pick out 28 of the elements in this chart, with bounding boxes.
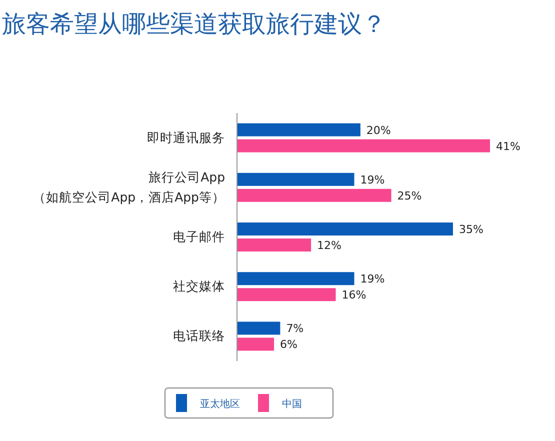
bar	[237, 338, 274, 351]
bar	[237, 139, 490, 152]
data-label: 35%	[458, 223, 484, 236]
y-tick-label: 电话联络	[173, 328, 225, 344]
legend-label: 亚太地区	[200, 398, 240, 410]
bar	[237, 123, 360, 136]
bar	[237, 172, 354, 186]
data-label: 7%	[286, 322, 304, 336]
y-tick-label: 即时通讯服务	[147, 130, 225, 145]
y-tick-label: 旅行公司App （如航空公司App，酒店App等）	[33, 169, 226, 204]
y-tick-label: 电子邮件	[173, 229, 225, 244]
data-label: 20%	[366, 124, 391, 137]
y-tick-label: 社交媒体	[173, 278, 225, 294]
bar	[237, 188, 392, 202]
data-label: 19%	[360, 173, 385, 186]
bar	[237, 238, 312, 252]
bar	[237, 288, 336, 302]
legend-label: 中国	[282, 398, 302, 410]
data-label: 41%	[496, 140, 520, 153]
chart-title: 旅客希望从哪些渠道获取旅行建议？	[2, 10, 386, 38]
data-label: 16%	[342, 288, 366, 302]
bar	[237, 322, 280, 335]
bar	[237, 222, 453, 236]
data-label: 12%	[317, 239, 342, 252]
data-label: 6%	[280, 338, 298, 352]
data-label: 25%	[397, 189, 422, 202]
data-label: 19%	[360, 272, 385, 286]
bar	[237, 272, 354, 286]
